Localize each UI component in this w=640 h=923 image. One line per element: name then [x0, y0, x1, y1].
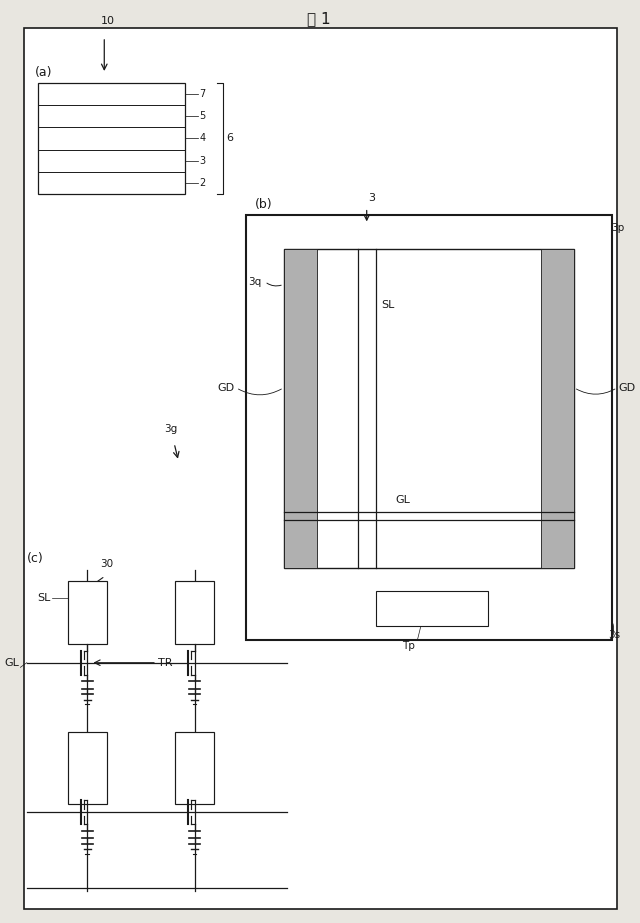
Text: 5: 5 — [200, 112, 206, 121]
Bar — [284, 249, 574, 568]
Text: 3q: 3q — [248, 277, 262, 286]
Bar — [284, 249, 317, 568]
Bar — [376, 591, 488, 626]
Text: GD: GD — [619, 383, 636, 392]
Text: Tp: Tp — [402, 641, 415, 651]
Text: 3: 3 — [368, 193, 375, 203]
Text: GL: GL — [4, 658, 19, 667]
Text: SL: SL — [38, 593, 51, 603]
Text: 2: 2 — [200, 178, 206, 187]
Text: TR: TR — [158, 658, 173, 667]
Bar — [68, 732, 107, 804]
Bar — [175, 732, 214, 804]
Text: 4: 4 — [200, 134, 205, 143]
Bar — [38, 83, 185, 194]
Text: 3g: 3g — [164, 424, 177, 434]
Bar — [68, 581, 107, 644]
Text: 3p: 3p — [611, 223, 624, 233]
Text: SL: SL — [381, 300, 395, 309]
Text: 3: 3 — [200, 156, 205, 165]
Text: 図 1: 図 1 — [307, 11, 331, 26]
Text: (c): (c) — [27, 552, 44, 565]
Text: GD: GD — [218, 383, 235, 392]
Text: (b): (b) — [255, 198, 273, 211]
Text: 7: 7 — [200, 90, 206, 99]
Bar — [246, 215, 612, 640]
Text: 10: 10 — [100, 16, 115, 26]
Text: 30: 30 — [100, 559, 113, 569]
Text: 6: 6 — [226, 134, 233, 143]
Bar — [175, 581, 214, 644]
Bar — [541, 249, 574, 568]
Text: 3s: 3s — [608, 630, 620, 640]
Text: GL: GL — [396, 496, 410, 505]
Text: (a): (a) — [35, 66, 52, 79]
